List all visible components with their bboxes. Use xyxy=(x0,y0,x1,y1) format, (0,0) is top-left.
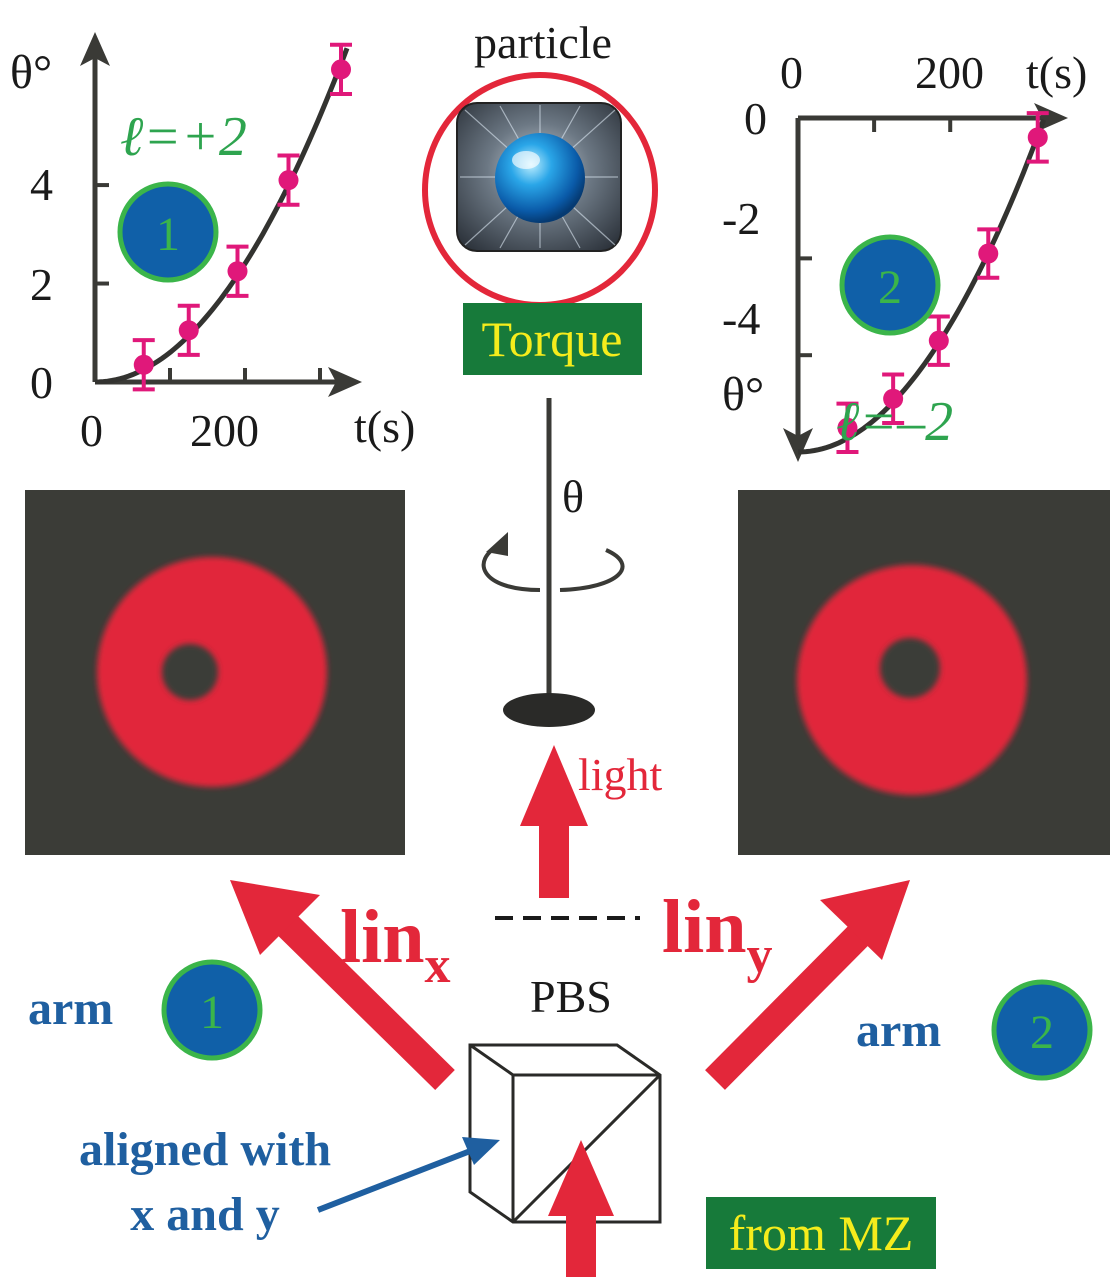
from-mz-label: from MZ xyxy=(729,1205,914,1261)
left-y-tick-label: 4 xyxy=(30,159,53,210)
right-data-point xyxy=(836,401,859,454)
right-y-tick-label: -2 xyxy=(722,193,760,244)
from-mz-label-box xyxy=(706,1197,936,1269)
pbs-cube-icon xyxy=(468,1043,662,1224)
particle-disc xyxy=(503,693,595,727)
left-beam-profile xyxy=(25,490,405,855)
left-y-tick-label: 2 xyxy=(30,259,53,310)
left-badge-number: 1 xyxy=(156,208,180,261)
right-x-axis-label: t(s) xyxy=(1026,47,1087,98)
left-plot-badge: 1 xyxy=(117,181,219,283)
right-data-point xyxy=(882,372,905,425)
arm-2-badge-number: 2 xyxy=(1030,1006,1054,1059)
left-x-tick-label: 0 xyxy=(80,405,103,456)
arm-2-badge: 2 xyxy=(991,979,1093,1081)
right-fit-line xyxy=(797,118,1047,455)
aligned-pointer-arrow-icon xyxy=(316,1137,500,1213)
right-x-tick-label: 200 xyxy=(915,47,984,98)
pbs-label: PBS xyxy=(530,971,612,1022)
left-y-axis-label: θ° xyxy=(10,46,52,99)
arm-2-label: arm xyxy=(856,1004,941,1057)
arm-1-badge: 1 xyxy=(161,959,263,1061)
arm-1-label: arm xyxy=(28,982,113,1035)
right-x-tick-label: 0 xyxy=(780,47,803,98)
right-y-axis-arrowhead xyxy=(783,428,813,462)
right-y-axis-label: θ° xyxy=(722,368,764,421)
lin-y-arrow-icon xyxy=(705,880,910,1090)
light-arrow-icon xyxy=(520,745,588,898)
left-ell-label: ℓ=+2 xyxy=(120,106,247,168)
torque-label: Torque xyxy=(482,311,623,367)
left-rotation-plot: θ° t(s) 0 2 4 0 200 ℓ=+2 1 xyxy=(10,32,415,456)
right-y-tick-label: -4 xyxy=(722,293,760,344)
left-x-axis-label: t(s) xyxy=(354,401,415,452)
arm-1-badge-number: 1 xyxy=(200,986,224,1039)
aligned-note-line1: aligned with xyxy=(79,1123,331,1176)
lin-x-arrow-icon xyxy=(230,880,455,1090)
right-y-tick-label: 0 xyxy=(744,93,767,144)
left-data-points xyxy=(132,42,352,392)
left-y-tick-label: 0 xyxy=(30,357,53,408)
right-rotation-plot: 0 200 t(s) 0 -2 -4 θ° ℓ=–2 2 xyxy=(722,47,1087,462)
aligned-note-line2: x and y xyxy=(130,1188,279,1241)
right-ell-label: ℓ=–2 xyxy=(836,391,953,453)
right-data-point xyxy=(1026,111,1049,164)
left-x-tick-label: 200 xyxy=(190,405,259,456)
right-beam-profile xyxy=(738,490,1110,855)
left-data-point xyxy=(132,338,155,392)
left-x-axis-arrowhead xyxy=(328,367,362,397)
right-data-points xyxy=(836,111,1049,454)
particle-label: particle xyxy=(474,17,612,68)
torque-label-box xyxy=(463,303,642,375)
left-data-point xyxy=(226,244,249,298)
right-fit-curve xyxy=(797,118,1047,455)
theta-rotation-label: θ xyxy=(562,471,584,522)
right-data-point xyxy=(927,314,950,367)
light-label: light xyxy=(578,749,663,800)
right-data-point xyxy=(977,227,1000,280)
particle-icon xyxy=(422,72,658,308)
right-plot-badge: 2 xyxy=(839,234,941,336)
lin-y-label: liny xyxy=(662,885,773,984)
right-ticks xyxy=(798,118,953,358)
left-ticks xyxy=(95,183,322,382)
input-beam-arrow-icon xyxy=(548,1140,614,1277)
left-data-point xyxy=(177,303,200,357)
left-fit-curve xyxy=(94,47,350,385)
lin-x-label: linx xyxy=(340,895,451,994)
left-y-axis-arrowhead xyxy=(80,32,110,66)
left-data-point xyxy=(277,153,300,207)
rotation-arrow-icon xyxy=(481,532,625,592)
left-fit-line xyxy=(94,47,350,385)
left-data-point xyxy=(330,42,352,96)
right-badge-number: 2 xyxy=(878,261,902,314)
